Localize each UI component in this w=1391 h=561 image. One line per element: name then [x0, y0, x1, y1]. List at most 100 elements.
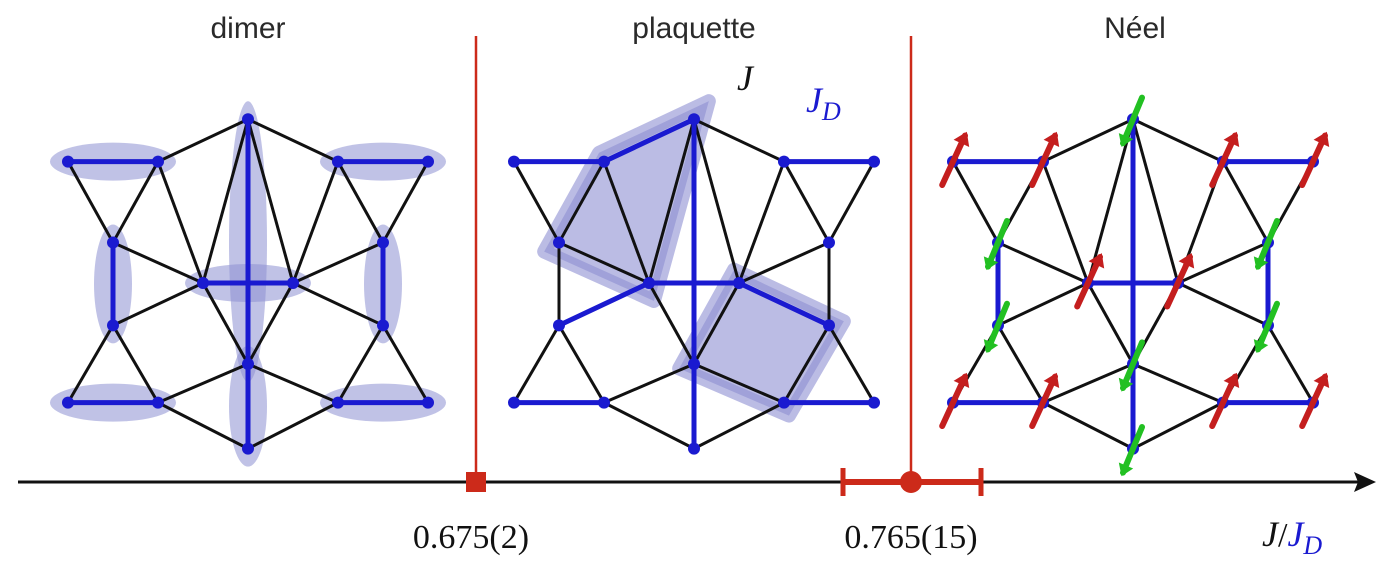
bond-j: [603, 362, 695, 405]
bond-j: [558, 241, 650, 285]
coupling-jd-sub: D: [821, 97, 841, 126]
axis-label-slash: /: [1278, 517, 1288, 554]
spin-up-head: [1313, 131, 1330, 147]
lattice-site: [152, 155, 164, 168]
spin-down-arrow: [1255, 217, 1280, 270]
bond-j: [292, 241, 384, 285]
bond-j: [1132, 362, 1224, 405]
lattice-site: [377, 319, 389, 332]
bond-j: [1086, 282, 1135, 365]
lattice-site: [553, 319, 565, 332]
bond-j: [1042, 362, 1134, 405]
bond-j: [201, 282, 250, 365]
bond-j: [1177, 241, 1269, 285]
bond-j: [1132, 401, 1224, 450]
spin-down-arrow: [1120, 424, 1145, 476]
bond-j: [557, 160, 606, 244]
transition-label-1: 0.675(2): [413, 519, 529, 556]
transition-marker-1: [466, 472, 486, 492]
bond-j: [1042, 401, 1134, 450]
bond-j: [247, 362, 339, 405]
bond-j: [66, 324, 115, 404]
bond-j: [997, 281, 1089, 327]
transition-marker-2: [840, 468, 984, 496]
lattice-site: [62, 155, 74, 168]
bond-j: [156, 161, 205, 284]
spin-down-head: [983, 339, 999, 353]
spin-up-head: [1223, 372, 1240, 389]
axis-label-sub: D: [1302, 531, 1322, 560]
coupling-jd-main: J: [806, 80, 824, 120]
bond-j: [827, 324, 876, 404]
bond-j: [647, 282, 696, 365]
lattice-site: [733, 277, 745, 290]
spin-down-head: [983, 256, 999, 271]
lattice-site: [508, 396, 520, 409]
bond-jd: [601, 116, 697, 165]
bond-j: [996, 324, 1045, 404]
lattice-site: [688, 358, 700, 370]
spin-up-head: [1043, 372, 1060, 389]
spin-up-head: [953, 372, 970, 389]
bond-j: [291, 161, 340, 284]
bond-j: [157, 117, 249, 163]
spin-up-arrow: [1299, 373, 1328, 430]
lattice-site: [197, 277, 209, 290]
lattice-site: [332, 396, 344, 409]
phase-label-plaquette: plaquette: [632, 12, 755, 45]
bond-j: [247, 117, 339, 163]
lattice-site: [688, 113, 700, 126]
lattice-site: [242, 113, 254, 126]
bond-j: [111, 324, 160, 404]
bond-j: [336, 160, 385, 244]
plaquette-lattice: [508, 94, 880, 455]
bond-j: [112, 281, 204, 327]
bond-j: [692, 118, 741, 284]
bond-j: [512, 324, 561, 404]
bond-j: [827, 160, 876, 244]
bond-j: [201, 118, 250, 284]
lattice-site: [643, 277, 655, 290]
axis-arrowhead: [1354, 472, 1376, 492]
bond-j: [1086, 118, 1135, 284]
spin-down-arrow: [985, 300, 1010, 353]
bond-j: [603, 401, 695, 450]
spin-up-head: [1313, 372, 1330, 389]
lattice-site: [823, 236, 835, 249]
bond-j: [1132, 117, 1224, 163]
axis-label-den: J: [1287, 514, 1305, 554]
bond-j: [782, 324, 831, 404]
bond-j: [1266, 324, 1315, 404]
bond-j: [157, 362, 249, 405]
lattice-site: [242, 358, 254, 370]
lattice-site: [508, 155, 520, 168]
lattice-site: [107, 319, 119, 332]
bond-j: [602, 161, 651, 284]
spin-up-arrow: [1029, 132, 1058, 188]
spin-down-head: [1118, 133, 1134, 147]
lattice-site: [598, 155, 610, 168]
coupling-label-j: J: [737, 58, 755, 98]
lattice-site: [868, 155, 880, 168]
bond-jd: [736, 280, 832, 328]
lattice-site: [868, 396, 880, 409]
lattice-site: [778, 155, 790, 168]
spin-down-arrow: [1120, 339, 1145, 391]
spin-up-head: [953, 131, 970, 147]
plaquette-singlet-highlight: [672, 262, 851, 423]
bond-jd: [556, 280, 652, 328]
bond-j: [647, 118, 696, 284]
lattice-site: [598, 396, 610, 409]
spin-up-head: [1043, 131, 1060, 147]
bond-j: [693, 362, 785, 405]
spin-up-arrow: [939, 373, 968, 430]
bond-j: [1177, 281, 1269, 327]
lattice-site: [422, 396, 434, 409]
bond-j: [381, 160, 430, 244]
neel-lattice: [939, 94, 1330, 477]
spin-up-arrow: [1209, 132, 1238, 188]
lattice-site: [778, 396, 790, 409]
lattice-site: [688, 442, 700, 455]
bond-j: [782, 160, 831, 244]
axis-label-num: J: [1262, 514, 1280, 554]
